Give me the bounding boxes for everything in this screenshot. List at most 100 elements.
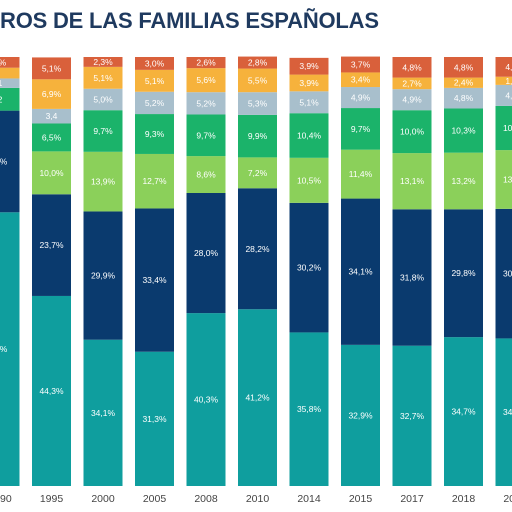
bar-segment (83, 151, 123, 212)
bar-segment (238, 309, 277, 486)
data-label: ,5% (0, 156, 8, 166)
data-label: 30,2% (297, 263, 322, 273)
data-label: 34,1% (91, 408, 116, 418)
data-label: 23,7% (39, 240, 64, 250)
data-label: 6,9% (42, 89, 62, 99)
data-label: 3,7% (351, 60, 371, 70)
bar-segment (444, 152, 483, 210)
bar-segment (289, 202, 329, 333)
bar-segment (0, 110, 20, 213)
bar-segment (444, 209, 483, 338)
data-label: 34,7% (451, 407, 476, 417)
bar-segment (186, 156, 226, 193)
data-label: 28,0% (194, 248, 219, 258)
bar-segment (186, 92, 226, 115)
bar-segment (0, 212, 20, 486)
data-label: 4,8% (454, 93, 474, 103)
x-tick-label: 2000 (91, 493, 115, 505)
bar-segment (32, 151, 71, 195)
data-label: 4,9% (351, 93, 371, 103)
bar-segment (32, 108, 71, 124)
bar-segment (392, 77, 432, 90)
bar-segment (186, 68, 226, 93)
bar-segment (444, 87, 483, 109)
bar-segment (289, 57, 329, 75)
x-tick-label: 2014 (297, 493, 321, 505)
bar-segment (444, 108, 483, 153)
data-label: 30,2% (503, 269, 512, 279)
data-label: 3,0% (145, 58, 165, 68)
bar-segment (32, 123, 71, 152)
bar-segment (0, 67, 20, 79)
data-label: 28,2% (245, 244, 270, 254)
data-label: 2,6% (196, 58, 216, 68)
bar-segment (289, 91, 329, 114)
bar-segment (289, 74, 329, 92)
bar-segment (186, 192, 226, 314)
data-label: 5,2% (145, 98, 165, 108)
bar-segment (289, 157, 329, 203)
data-label: ,0% (0, 344, 8, 354)
data-label: 10,3% (503, 123, 512, 133)
bar-segment (83, 88, 123, 111)
x-tick-label: 2018 (452, 493, 476, 505)
bar-segment (83, 66, 123, 89)
data-label: 6,5% (42, 132, 62, 142)
bar-segment (83, 57, 123, 67)
data-label: 44,3% (39, 386, 64, 396)
bar-segment (238, 56, 277, 69)
data-label: 2,4% (454, 78, 474, 88)
data-label: 29,8% (451, 268, 476, 278)
x-tick-label: 2015 (349, 493, 373, 505)
data-label: 32,9% (348, 410, 373, 420)
x-tick-label: 2005 (143, 493, 167, 505)
x-tick-label: 2008 (194, 493, 218, 505)
bar-segment (32, 79, 71, 109)
data-label: 5,5% (248, 75, 268, 85)
bar-segment (444, 337, 483, 486)
data-label: 4,8% (454, 62, 474, 72)
data-label: 2,7% (402, 78, 422, 88)
bar-segment (341, 198, 380, 345)
data-label: 5,1% (93, 73, 113, 83)
bar-segment (495, 150, 512, 209)
data-label: 31,8% (400, 273, 425, 283)
bar-segment (0, 78, 20, 88)
data-label: 1,9% (505, 76, 512, 86)
bar-segment (0, 87, 20, 111)
data-label: 3,9% (299, 78, 319, 88)
data-label: 3,4% (351, 75, 371, 85)
data-label: 4,8% (402, 62, 422, 72)
bar-segment (495, 84, 512, 106)
data-label: 5,0% (93, 94, 113, 104)
bar-segment (341, 344, 380, 486)
data-label: 4,9% (505, 90, 512, 100)
data-label: 32,7% (400, 411, 425, 421)
bar-segment (83, 110, 123, 152)
data-label: 34,4% (503, 407, 512, 417)
bar-segment (495, 76, 512, 85)
bar-segment (135, 153, 174, 209)
bar-segment (238, 92, 277, 115)
bar-segment (495, 57, 512, 77)
data-label: 29,9% (91, 271, 116, 281)
data-label: 11,4% (349, 169, 373, 179)
data-label: 5,2% (196, 98, 216, 108)
data-label: 13,1% (400, 176, 425, 186)
bar-segment (341, 72, 380, 88)
bar-segment (135, 208, 174, 352)
data-label: 9,3% (145, 129, 165, 139)
data-label: 33,4% (142, 275, 167, 285)
bar-segment (289, 113, 329, 158)
data-label: 41,2% (245, 393, 270, 403)
data-label: 10,3% (451, 126, 476, 136)
bar-segment (392, 57, 432, 78)
bar-segment (135, 57, 174, 70)
bar-segment (392, 153, 432, 210)
data-label: 9,7% (351, 124, 371, 134)
bar-segment (341, 108, 380, 150)
bar-segment (32, 194, 71, 296)
bar-segment (289, 332, 329, 486)
bar-segment (392, 345, 432, 486)
